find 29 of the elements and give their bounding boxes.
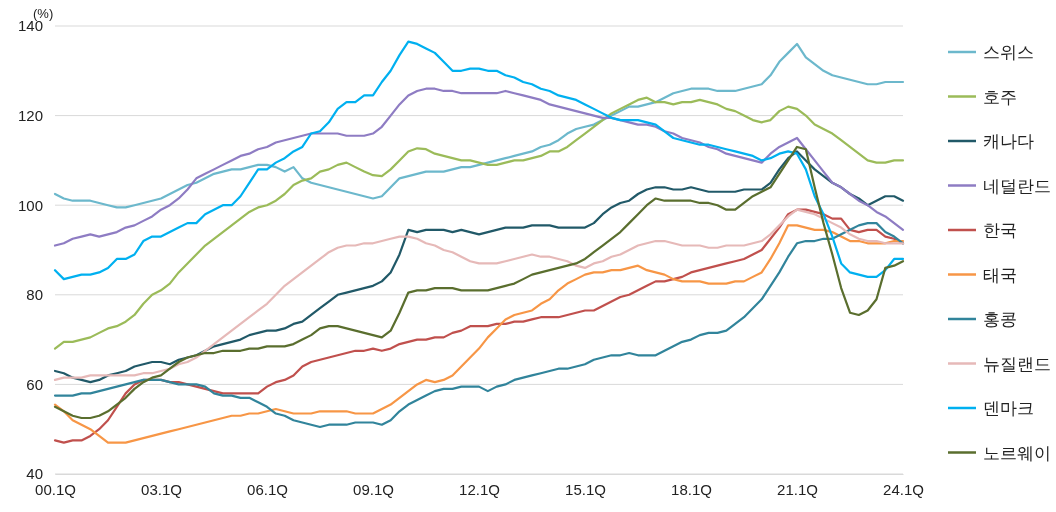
legend-label: 한국: [983, 221, 1017, 240]
line-series: [53, 40, 905, 281]
x-tick-label: 12.1Q: [459, 480, 500, 498]
x-tick-label: 24.1Q: [883, 480, 924, 498]
x-tick-label: 09.1Q: [353, 480, 394, 498]
y-tick-label: 100: [17, 196, 43, 214]
legend-label: 뉴질랜드: [983, 354, 1051, 374]
x-tick-label: 21.1Q: [777, 480, 818, 498]
legend-label: 네덜란드: [983, 176, 1051, 196]
legend-label: 캐나다: [983, 132, 1034, 151]
x-tick-label: 06.1Q: [247, 480, 288, 498]
line-series: [53, 42, 905, 209]
y-tick-label: 40: [26, 465, 43, 483]
x-tick-label: 00.1Q: [35, 480, 76, 498]
legend-label: 노르웨이: [983, 443, 1051, 463]
line-series: [53, 208, 905, 382]
line-series: [53, 96, 905, 350]
y-tick-label: 60: [26, 375, 43, 393]
legend-label: 덴마크: [983, 399, 1034, 418]
legend-label: 홍콩: [983, 310, 1017, 329]
line-series: [53, 87, 905, 247]
x-tick-label: 15.1Q: [565, 480, 606, 498]
legend-label: 스위스: [983, 43, 1034, 62]
legend-label: 호주: [983, 87, 1017, 107]
legend-label: 태국: [983, 265, 1017, 285]
y-tick-label: 80: [26, 286, 43, 304]
x-tick-label: 18.1Q: [671, 480, 712, 498]
y-tick-label: 120: [17, 106, 43, 124]
x-tick-label: 03.1Q: [141, 480, 182, 498]
